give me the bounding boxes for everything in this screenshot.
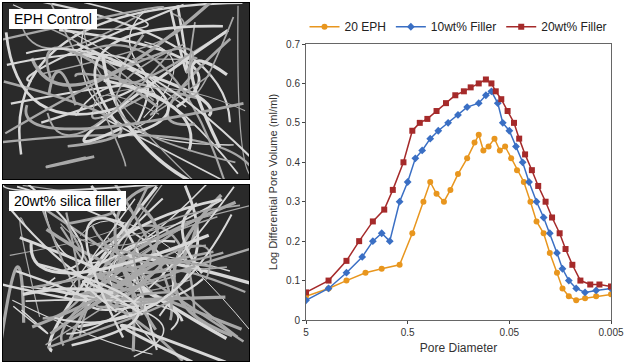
html-text:EPH Control: EPH Control: [14, 11, 92, 27]
svg-text:0.4: 0.4: [286, 157, 300, 168]
svg-text:Log Differential Pore Volume (: Log Differential Pore Volume (ml/ml): [267, 94, 279, 270]
svg-text:0.2: 0.2: [286, 236, 300, 247]
svg-text:0.1: 0.1: [286, 275, 300, 286]
svg-text:0.6: 0.6: [286, 78, 300, 89]
svg-text:Pore Diameter: Pore Diameter: [420, 341, 497, 355]
svg-text:0.3: 0.3: [286, 196, 300, 207]
svg-text:0.05: 0.05: [500, 327, 520, 338]
svg-text:0.005: 0.005: [598, 327, 623, 338]
svg-text:20 EPH: 20 EPH: [345, 20, 386, 34]
svg-text:5: 5: [303, 327, 309, 338]
svg-text:10wt% Filler: 10wt% Filler: [431, 20, 496, 34]
svg-text:0.7: 0.7: [286, 39, 300, 50]
html-text:20wt% silica filler: 20wt% silica filler: [14, 193, 121, 209]
svg-text:0.5: 0.5: [401, 327, 415, 338]
svg-text:0: 0: [294, 315, 300, 326]
svg-text:0.5: 0.5: [286, 117, 300, 128]
svg-text:20wt% Filler: 20wt% Filler: [541, 20, 606, 34]
